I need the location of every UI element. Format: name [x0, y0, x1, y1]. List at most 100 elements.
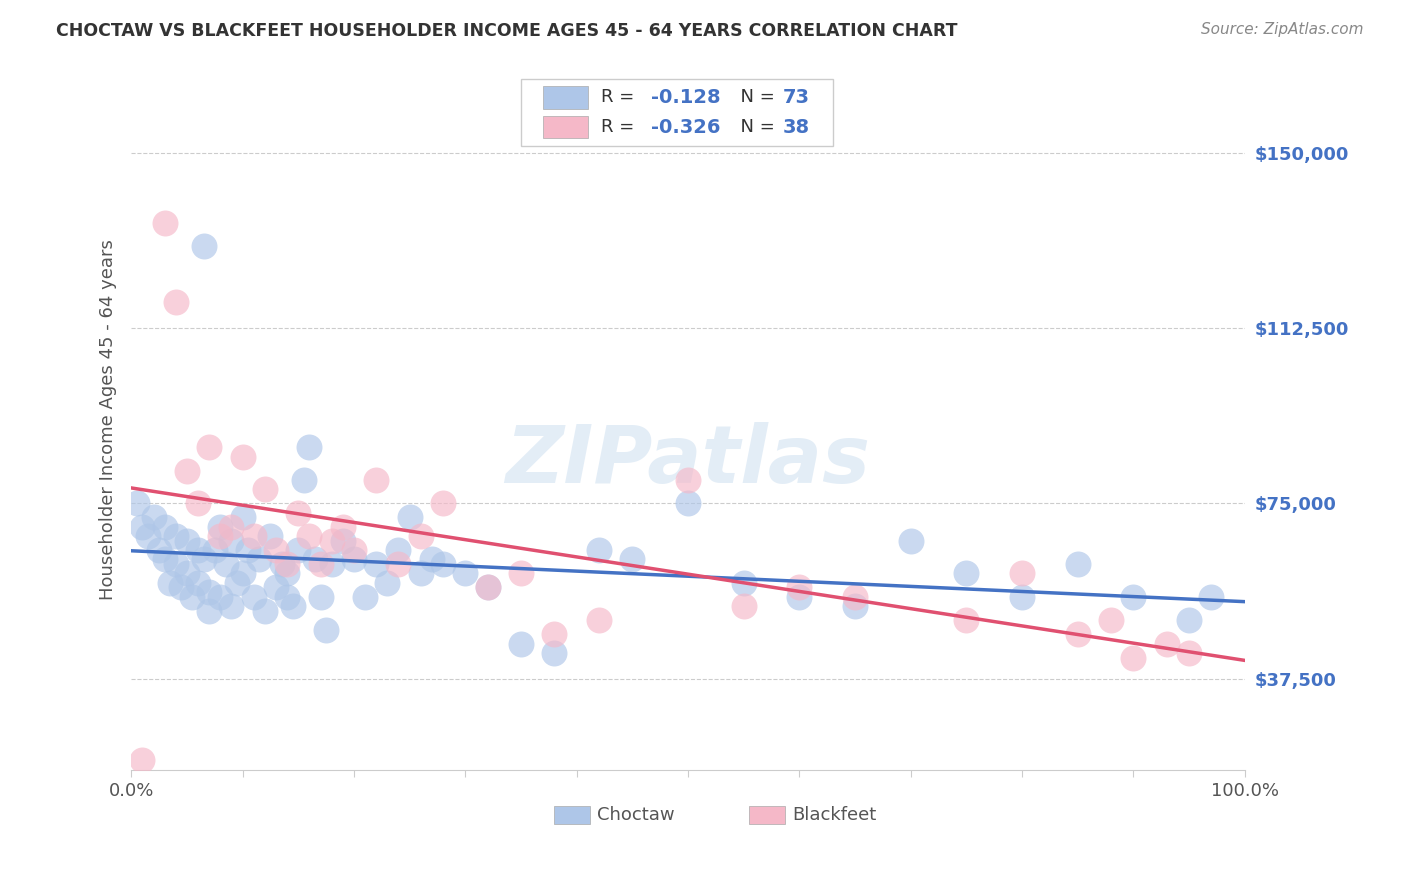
Point	[420, 552, 443, 566]
Point	[204, 543, 226, 558]
Point	[1178, 613, 1201, 627]
Point	[477, 581, 499, 595]
Text: CHOCTAW VS BLACKFEET HOUSEHOLDER INCOME AGES 45 - 64 YEARS CORRELATION CHART: CHOCTAW VS BLACKFEET HOUSEHOLDER INCOME …	[56, 22, 957, 40]
Point	[176, 464, 198, 478]
Point	[789, 590, 811, 604]
Point	[221, 599, 243, 614]
Point	[276, 590, 298, 604]
Point	[264, 581, 287, 595]
Point	[387, 543, 409, 558]
Point	[343, 552, 366, 566]
Point	[221, 533, 243, 548]
Point	[332, 533, 354, 548]
Point	[281, 599, 304, 614]
Text: Blackfeet: Blackfeet	[793, 806, 877, 824]
Point	[181, 590, 204, 604]
Point	[215, 557, 238, 571]
Point	[844, 599, 866, 614]
Point	[789, 581, 811, 595]
Point	[315, 623, 337, 637]
Point	[148, 543, 170, 558]
Point	[292, 473, 315, 487]
Text: -0.326: -0.326	[651, 118, 721, 136]
FancyBboxPatch shape	[554, 806, 591, 824]
Point	[510, 566, 533, 581]
Point	[955, 566, 977, 581]
Point	[733, 599, 755, 614]
Text: 38: 38	[783, 118, 810, 136]
Point	[432, 496, 454, 510]
Text: -0.128: -0.128	[651, 88, 721, 107]
Point	[153, 552, 176, 566]
Point	[242, 529, 264, 543]
Point	[1156, 637, 1178, 651]
Point	[193, 239, 215, 253]
Point	[309, 590, 332, 604]
Point	[321, 557, 343, 571]
FancyBboxPatch shape	[543, 87, 588, 109]
Point	[165, 295, 187, 310]
Point	[1201, 590, 1223, 604]
Point	[309, 557, 332, 571]
Point	[187, 496, 209, 510]
Point	[332, 519, 354, 533]
Point	[259, 529, 281, 543]
FancyBboxPatch shape	[749, 806, 785, 824]
Text: Source: ZipAtlas.com: Source: ZipAtlas.com	[1201, 22, 1364, 37]
Point	[1122, 590, 1144, 604]
Point	[253, 483, 276, 497]
Point	[176, 566, 198, 581]
Point	[1178, 646, 1201, 660]
Point	[543, 627, 565, 641]
Point	[209, 590, 232, 604]
Point	[226, 575, 249, 590]
Point	[588, 543, 610, 558]
Point	[354, 590, 377, 604]
Point	[621, 552, 644, 566]
Point	[198, 440, 221, 454]
Point	[298, 440, 321, 454]
Point	[170, 581, 193, 595]
Point	[733, 575, 755, 590]
FancyBboxPatch shape	[522, 79, 832, 145]
Point	[270, 557, 292, 571]
Point	[387, 557, 409, 571]
Point	[153, 519, 176, 533]
Point	[409, 529, 432, 543]
Point	[298, 529, 321, 543]
Point	[955, 613, 977, 627]
Point	[375, 575, 398, 590]
Point	[247, 552, 270, 566]
Point	[844, 590, 866, 604]
Point	[253, 604, 276, 618]
Point	[242, 590, 264, 604]
Point	[321, 533, 343, 548]
Point	[165, 557, 187, 571]
Point	[900, 533, 922, 548]
Point	[276, 557, 298, 571]
Y-axis label: Householder Income Ages 45 - 64 years: Householder Income Ages 45 - 64 years	[100, 239, 117, 599]
Point	[232, 510, 254, 524]
Point	[264, 543, 287, 558]
Point	[136, 529, 159, 543]
Point	[198, 604, 221, 618]
Point	[131, 754, 153, 768]
Point	[676, 496, 699, 510]
Point	[1011, 590, 1033, 604]
Point	[1067, 557, 1090, 571]
Point	[159, 575, 181, 590]
Point	[588, 613, 610, 627]
Point	[238, 543, 260, 558]
Point	[1099, 613, 1122, 627]
Point	[153, 216, 176, 230]
Text: ZIPatlas: ZIPatlas	[506, 422, 870, 500]
Point	[187, 575, 209, 590]
Point	[287, 506, 309, 520]
Point	[432, 557, 454, 571]
Point	[209, 519, 232, 533]
Point	[1122, 650, 1144, 665]
Point	[142, 510, 165, 524]
Point	[232, 450, 254, 464]
Point	[409, 566, 432, 581]
Point	[287, 543, 309, 558]
